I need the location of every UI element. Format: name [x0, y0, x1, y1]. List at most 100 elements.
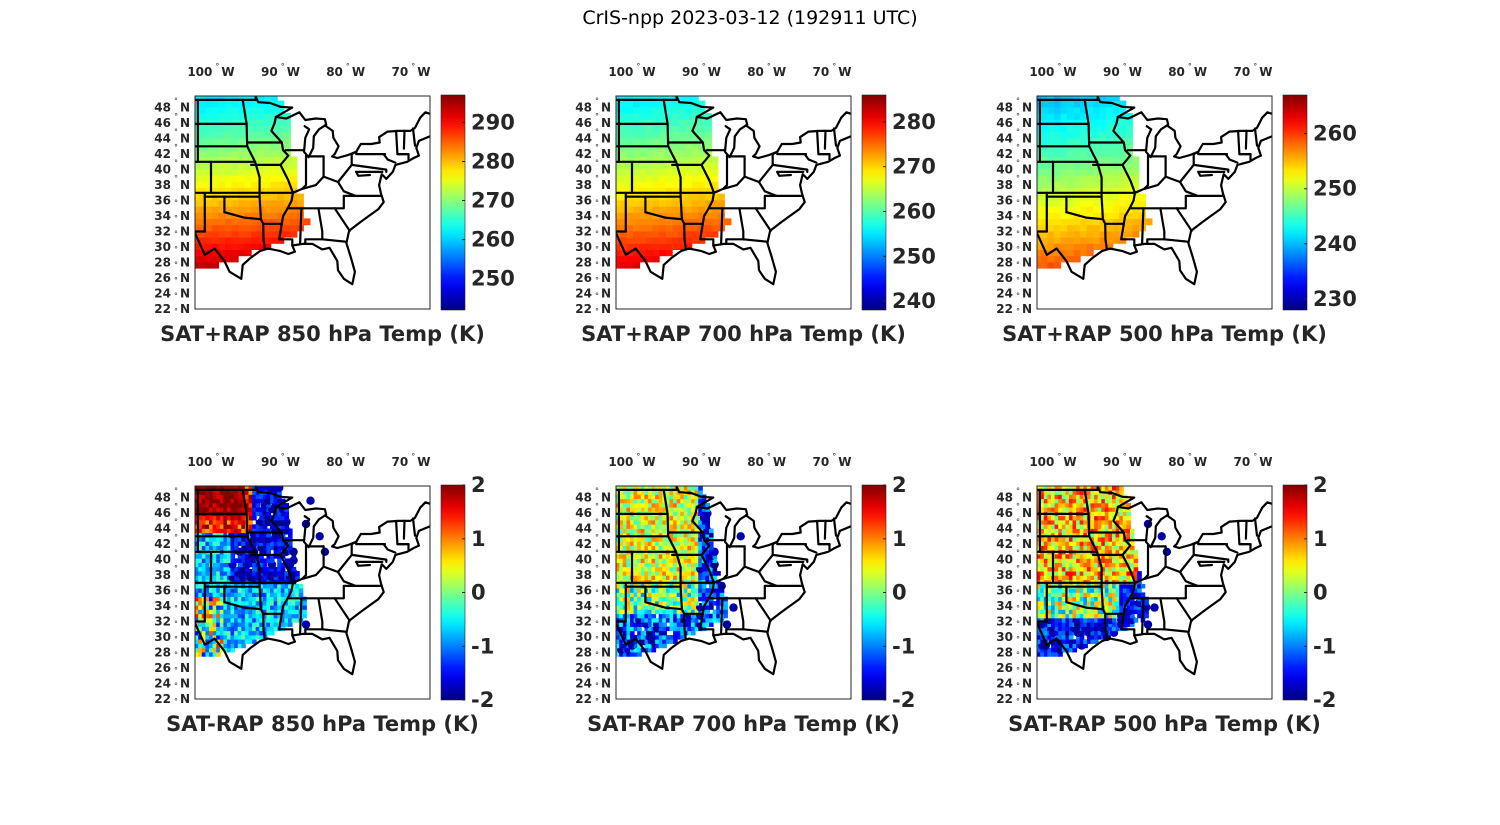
- field-cell: [622, 537, 628, 542]
- field-cell: [676, 528, 682, 534]
- degree-symbol: °: [174, 635, 178, 644]
- field-cell: [230, 618, 236, 623]
- field-cell: [691, 137, 699, 145]
- field-cell: [705, 515, 710, 521]
- field-cell: [626, 566, 631, 572]
- field-cell: [1047, 498, 1052, 504]
- field-cell: [1122, 592, 1128, 597]
- field-cell: [1115, 486, 1121, 491]
- field-cell: [1086, 545, 1092, 551]
- field-cell: [1076, 635, 1081, 640]
- field-cell: [659, 218, 667, 226]
- field-cell: [244, 113, 252, 120]
- field-cell: [1090, 515, 1096, 521]
- field-cell: [647, 647, 653, 653]
- field-cell: [225, 175, 233, 182]
- field-cell: [616, 643, 621, 649]
- lat-tick-value: 32: [154, 225, 171, 239]
- field-cell: [1108, 592, 1113, 597]
- field-cell: [644, 588, 649, 593]
- field-cell: [1068, 575, 1074, 580]
- field-cell: [1086, 168, 1094, 176]
- field-cell: [1115, 549, 1121, 555]
- field-cell: [1047, 647, 1052, 653]
- field-cell: [633, 639, 639, 644]
- field-cell: [255, 613, 261, 619]
- field-cell: [1108, 622, 1113, 627]
- colorbar: [1282, 94, 1308, 311]
- field-cell: [659, 230, 667, 238]
- field-cell: [234, 613, 239, 619]
- field-cell: [230, 558, 236, 563]
- field-cell: [694, 498, 700, 504]
- field-cell: [1040, 545, 1045, 551]
- field-cell: [234, 626, 239, 632]
- field-cell: [238, 243, 246, 250]
- field-cell: [284, 583, 289, 589]
- field-cell: [1079, 558, 1085, 563]
- field-cell: [1132, 218, 1140, 226]
- field-cell: [687, 630, 692, 636]
- field-cell: [216, 566, 221, 572]
- field-cell: [655, 643, 660, 649]
- field-cell: [1119, 507, 1124, 512]
- field-cell: [201, 571, 207, 576]
- field-cell: [226, 630, 232, 636]
- field-cell: [698, 131, 706, 139]
- field-cell: [201, 524, 207, 529]
- field-cell: [251, 113, 259, 120]
- field-cell: [712, 588, 718, 593]
- field-cell: [678, 193, 686, 201]
- field-cell: [1054, 156, 1062, 164]
- field-cell: [266, 630, 271, 636]
- field-cell: [1101, 520, 1106, 525]
- colorbar-tick-label: 260: [892, 200, 936, 224]
- field-cell: [223, 528, 228, 534]
- field-cell: [1065, 639, 1070, 644]
- field-cell: [205, 618, 210, 623]
- field-cell: [241, 609, 246, 615]
- field-cell: [698, 558, 703, 563]
- field-cell: [1132, 212, 1140, 219]
- field-cell: [244, 494, 250, 500]
- lat-tick-label: 48 ° N: [996, 97, 1032, 115]
- field-cell: [1067, 100, 1075, 108]
- field-cell: [218, 162, 226, 170]
- field-cell: [687, 554, 692, 559]
- field-cell: [639, 106, 647, 114]
- field-cell: [262, 575, 268, 580]
- field-cell: [1119, 498, 1124, 504]
- field-cell: [234, 541, 239, 546]
- field-cell: [1112, 199, 1120, 207]
- field-cell: [665, 131, 673, 139]
- field-cell: [1051, 647, 1056, 653]
- lat-tick-suffix: N: [180, 178, 190, 192]
- field-cell: [639, 237, 647, 244]
- field-cell: [691, 187, 699, 195]
- state-border: [411, 517, 417, 537]
- field-cell: [1126, 575, 1131, 580]
- field-cell: [687, 605, 692, 610]
- field-cell: [1108, 494, 1113, 500]
- colorbar-tick-label: 290: [471, 110, 515, 134]
- field-cell: [678, 137, 686, 145]
- lon-tick-label: 90 ° W: [261, 452, 300, 469]
- field-cell: [290, 162, 298, 170]
- panel-sat-rap-700-temp: 100 ° W 90 ° W 80 ° W 70 ° W 48 ° N 46 ° N 44 ° N 42 ° N 40 ° N 38 °…: [546, 60, 966, 360]
- field-cell: [1106, 212, 1114, 219]
- field-cell: [251, 243, 259, 250]
- field-cell: [201, 520, 207, 525]
- field-cell: [676, 618, 682, 623]
- field-cell: [1037, 571, 1042, 576]
- field-cell: [694, 596, 700, 602]
- field-cell: [1043, 562, 1049, 568]
- field-cell: [237, 643, 243, 649]
- colorbar-tick-label: 270: [471, 189, 515, 213]
- field-cell: [205, 199, 213, 207]
- field-cell: [280, 554, 286, 559]
- field-cell: [252, 613, 257, 619]
- field-cell: [680, 494, 685, 500]
- field-cell: [659, 206, 667, 213]
- lat-tick-label: 42 ° N: [575, 143, 611, 161]
- field-cell: [705, 558, 710, 563]
